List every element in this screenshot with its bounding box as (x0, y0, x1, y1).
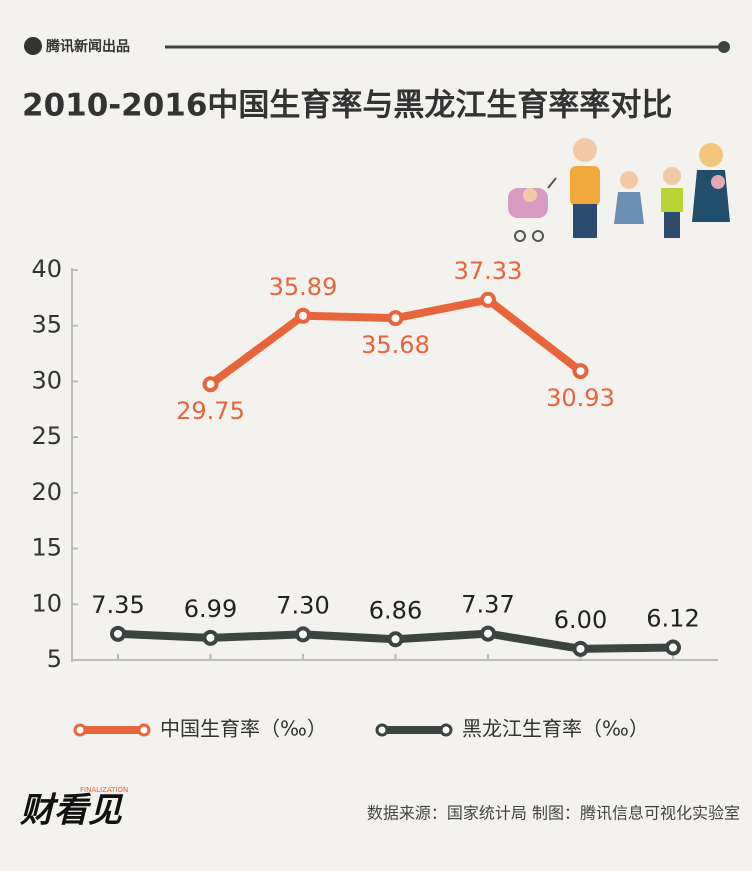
point (387, 631, 404, 648)
point (202, 629, 219, 646)
legend-dot (137, 723, 151, 737)
point (572, 640, 589, 657)
data-label: 29.75 (176, 397, 245, 425)
data-label: 7.30 (276, 591, 329, 619)
data-label: 6.86 (369, 596, 422, 624)
y-tick-label: 5 (47, 645, 62, 673)
header-dot (718, 41, 730, 53)
legend-label: 黑龙江生育率（‰） (462, 717, 649, 741)
legend-dot (439, 723, 453, 737)
y-tick-label: 40 (31, 255, 62, 283)
data-label: 6.99 (184, 595, 237, 623)
point (480, 625, 496, 642)
point (665, 639, 681, 656)
point (202, 376, 219, 393)
point (572, 363, 589, 380)
point (295, 626, 311, 643)
data-label: 6.12 (646, 605, 699, 633)
y-tick-label: 20 (31, 478, 62, 506)
brand-icon (24, 37, 42, 55)
data-label: 7.37 (461, 591, 514, 619)
point (387, 310, 404, 327)
logo: 财看见 (20, 791, 124, 831)
chart-title: 2010-2016中国生育率与黑龙江生育率率对比 (22, 88, 672, 124)
source: 数据来源：国家统计局 制图：腾讯信息可视化实验室 (367, 804, 740, 823)
y-tick-label: 25 (31, 422, 62, 450)
point (110, 625, 126, 642)
data-label: 37.33 (454, 257, 523, 285)
logo-subtitle: FINALIZATION (80, 786, 128, 794)
data-label: 30.93 (546, 384, 615, 412)
point (295, 307, 311, 324)
y-tick-label: 10 (31, 589, 62, 617)
legend-dot (375, 723, 389, 737)
y-tick-label: 30 (31, 366, 62, 394)
data-label: 7.35 (91, 591, 144, 619)
y-tick-label: 15 (31, 534, 62, 562)
data-label: 6.00 (554, 606, 607, 634)
data-label: 35.89 (269, 273, 338, 301)
legend-dot (73, 723, 87, 737)
legend-label: 中国生育率（‰） (160, 717, 327, 741)
y-tick-label: 35 (31, 311, 62, 339)
point (480, 291, 496, 308)
family-illustration (508, 138, 730, 242)
brand: 腾讯新闻出品 (46, 38, 130, 55)
data-label: 35.68 (361, 331, 430, 359)
